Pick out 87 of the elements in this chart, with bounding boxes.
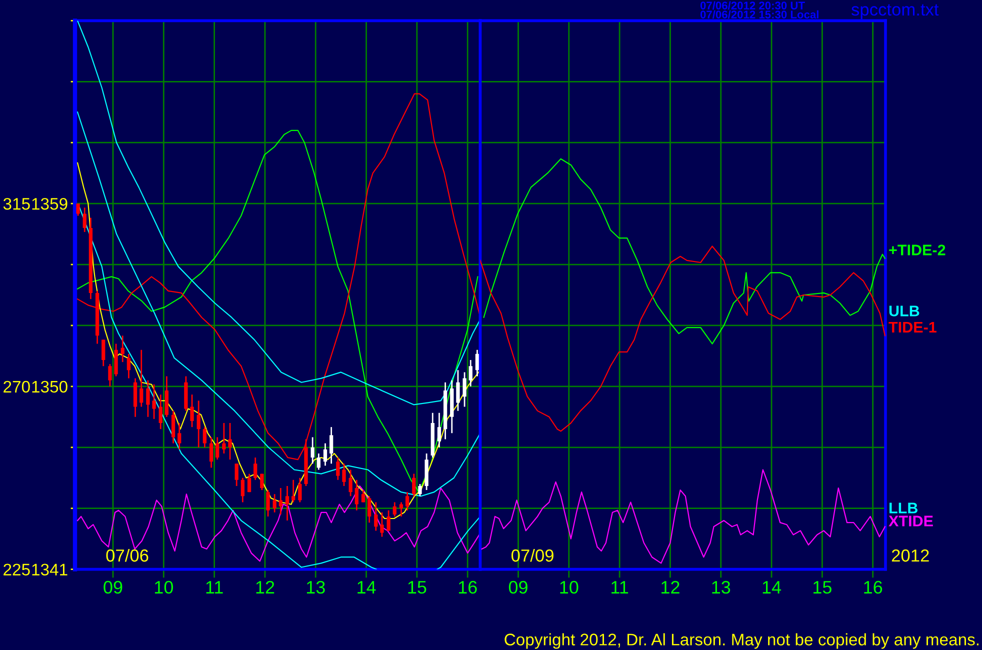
- series-label: +TIDE-2: [889, 244, 946, 256]
- candlestick: [367, 495, 372, 524]
- text: 07/06/2012 15:30 Local: [700, 10, 818, 19]
- candlestick: [234, 462, 238, 487]
- candlestick: [120, 334, 124, 363]
- candlestick: [361, 489, 366, 503]
- candlestick: [209, 436, 214, 468]
- candlestick: [76, 202, 80, 216]
- x-tick-label: 15: [814, 581, 832, 594]
- candlestick: [254, 456, 258, 481]
- candlestick: [126, 353, 131, 379]
- candlestick: [260, 473, 264, 491]
- candlestick: [475, 349, 480, 377]
- x-tick-label: 13: [712, 580, 730, 594]
- candlestick: [298, 477, 302, 503]
- candlestick: [158, 394, 162, 430]
- y2-tick-label: 270: [4, 380, 30, 393]
- candlestick: [418, 483, 422, 497]
- x-tick-label: 16: [864, 580, 882, 594]
- candlestick: [222, 422, 226, 454]
- candlestick: [190, 394, 194, 428]
- candlestick: [178, 422, 182, 450]
- candlestick: [285, 485, 290, 522]
- candlestick: [386, 510, 390, 532]
- candlestick: [329, 426, 334, 464]
- x-tick-label: 14: [358, 581, 376, 594]
- candlestick: [380, 512, 384, 538]
- candlestick: [140, 349, 144, 408]
- candlestick: [152, 384, 156, 420]
- x-tick-label: 11: [206, 581, 223, 594]
- candlestick: [437, 412, 442, 448]
- x-tick-label: 11: [612, 581, 628, 594]
- candlestick: [310, 436, 314, 464]
- candlestick: [292, 479, 296, 503]
- x-tick-label: 09: [104, 580, 122, 594]
- candlestick: [228, 422, 232, 460]
- text: spcctom.txt: [851, 4, 939, 20]
- candlestick: [82, 206, 86, 233]
- candlestick: [247, 473, 252, 493]
- candlestick: [216, 436, 220, 460]
- x-tick-label: 12: [256, 580, 274, 594]
- x-tick-label: 10: [560, 580, 578, 594]
- series-label: TIDE-1: [888, 322, 936, 332]
- candlestick: [240, 477, 244, 503]
- candlestick: [196, 400, 200, 448]
- candlestick: [171, 410, 176, 444]
- candlestick: [342, 462, 346, 487]
- candlestick: [323, 442, 328, 466]
- candlestick: [272, 493, 276, 514]
- candlestick: [316, 452, 320, 470]
- y2-tick-label: 225: [4, 564, 30, 576]
- text: ULB: [889, 306, 920, 316]
- candlestick: [468, 359, 472, 388]
- text: LLB: [890, 502, 918, 514]
- text: 07/06/2012 20:30 UT: [700, 1, 805, 10]
- x-tick-label: 09: [508, 580, 528, 594]
- candlestick: [456, 369, 460, 412]
- candlestick: [102, 339, 106, 367]
- y-tick-label: 1359: [32, 198, 68, 210]
- x-tick-label: 13: [306, 580, 325, 594]
- candlestick: [462, 372, 466, 408]
- candlestick: [108, 363, 112, 388]
- candlestick: [374, 502, 378, 532]
- candlestick: [405, 491, 410, 512]
- x-tick-label: 15: [408, 581, 426, 594]
- x-tick-label: 14: [762, 581, 782, 594]
- text: 2012: [892, 549, 929, 562]
- series-label: XTIDE: [888, 516, 933, 526]
- candlestick: [354, 479, 358, 512]
- x-tick-label: 12: [662, 580, 680, 594]
- candlestick: [399, 502, 404, 518]
- candlestick: [412, 473, 416, 497]
- candlestick: [336, 456, 340, 481]
- y-tick-label: 1350: [32, 380, 68, 393]
- text: Copyright 2012, Dr. Al Larson. May not be copied by any means.: [504, 633, 979, 649]
- x-tick-label: 16: [458, 580, 477, 594]
- y2-tick-label: 315: [3, 198, 30, 210]
- annotation: 07/06: [106, 548, 148, 562]
- candlestick: [278, 487, 282, 516]
- candlestick: [266, 489, 270, 518]
- annotation: 07/09: [511, 548, 554, 562]
- candlestick: [392, 502, 396, 518]
- candlestick: [202, 426, 207, 448]
- candlestick: [146, 380, 150, 418]
- y-tick-label: 1341: [32, 564, 68, 576]
- candlestick: [348, 469, 352, 497]
- x-tick-label: 10: [154, 580, 173, 594]
